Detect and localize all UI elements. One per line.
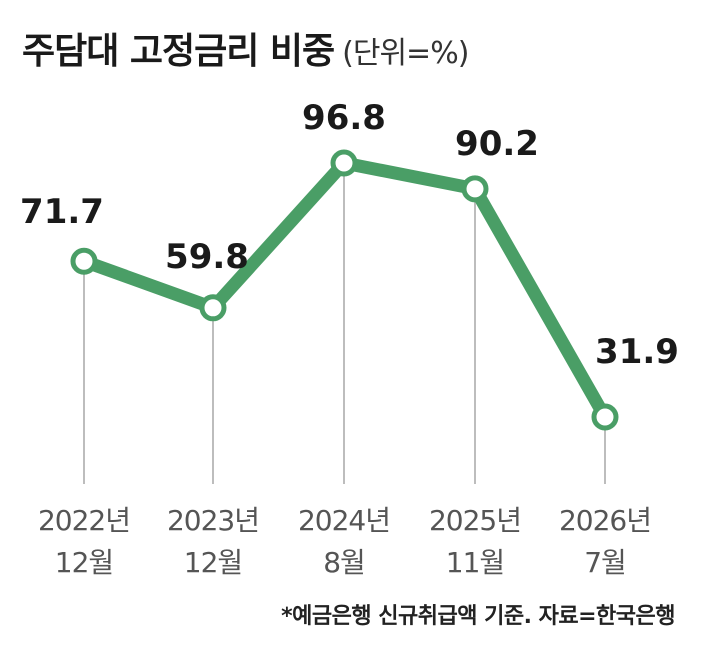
- data-label: 31.9: [595, 332, 679, 372]
- chart-title: 주담대 고정금리 비중 (단위=%): [22, 22, 469, 74]
- x-tick-label-month: 12월: [55, 546, 113, 579]
- data-point: [70, 247, 98, 275]
- data-label: 90.2: [455, 124, 539, 164]
- unit-label: (단위=%): [342, 36, 469, 71]
- x-tick-label-year: 2025년: [429, 504, 521, 537]
- x-tick-label-month: 11월: [446, 546, 504, 579]
- x-tick-label-month: 12월: [184, 546, 242, 579]
- guide-lines: [83, 175, 606, 484]
- data-label: 71.7: [20, 192, 104, 232]
- source-footnote: *예금은행 신규취급액 기준. 자료=한국은행: [281, 604, 675, 629]
- data-point: [330, 149, 358, 177]
- data-point: [591, 403, 619, 431]
- data-labels: 71.7 59.8 96.8 90.2 31.9: [20, 98, 679, 372]
- x-tick-label-year: 2024년: [298, 504, 390, 537]
- x-tick-label-month: 7월: [584, 546, 626, 579]
- x-tick-label-year: 2022년: [38, 504, 130, 537]
- data-point: [461, 175, 489, 203]
- data-label: 96.8: [302, 98, 386, 138]
- x-tick-label-month: 8월: [323, 546, 365, 579]
- x-tick-label-year: 2023년: [167, 504, 259, 537]
- x-tick-label-year: 2026년: [559, 504, 651, 537]
- data-label: 59.8: [165, 237, 249, 277]
- data-points: [70, 149, 619, 431]
- x-axis-labels: 2022년 12월 2023년 12월 2024년 8월 2025년 11월 2026년 7월: [38, 504, 652, 579]
- title-text: 주담대 고정금리 비중: [22, 31, 335, 72]
- data-point: [199, 294, 227, 322]
